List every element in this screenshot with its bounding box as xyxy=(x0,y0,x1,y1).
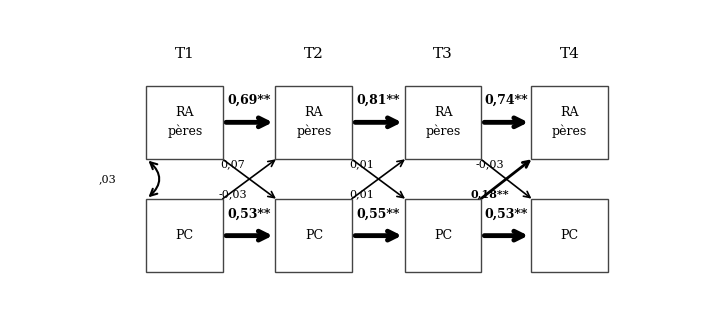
Text: 0,01: 0,01 xyxy=(350,159,374,169)
Text: PC: PC xyxy=(305,229,323,242)
FancyBboxPatch shape xyxy=(275,199,352,272)
FancyBboxPatch shape xyxy=(146,199,223,272)
Text: -0,03: -0,03 xyxy=(476,159,504,169)
Text: 0,74**: 0,74** xyxy=(484,94,528,107)
FancyBboxPatch shape xyxy=(531,199,608,272)
FancyBboxPatch shape xyxy=(275,86,352,159)
Text: 0,55**: 0,55** xyxy=(357,208,400,220)
Text: ,03: ,03 xyxy=(99,174,117,184)
Text: 0,81**: 0,81** xyxy=(357,94,400,107)
FancyBboxPatch shape xyxy=(405,199,481,272)
FancyBboxPatch shape xyxy=(531,86,608,159)
Text: 0,69**: 0,69** xyxy=(228,94,271,107)
Text: 0,53**: 0,53** xyxy=(228,208,271,220)
Text: T2: T2 xyxy=(304,47,324,61)
Text: 0,53**: 0,53** xyxy=(484,208,528,220)
Text: PC: PC xyxy=(560,229,579,242)
FancyBboxPatch shape xyxy=(146,86,223,159)
Text: -0,03: -0,03 xyxy=(218,189,247,199)
Text: 0,07: 0,07 xyxy=(220,159,245,169)
FancyBboxPatch shape xyxy=(405,86,481,159)
Text: RA
pères: RA pères xyxy=(167,107,202,138)
Text: 0,01: 0,01 xyxy=(350,189,374,199)
Text: PC: PC xyxy=(434,229,452,242)
Text: T1: T1 xyxy=(175,47,195,61)
Text: 0,18**: 0,18** xyxy=(471,189,509,199)
Text: PC: PC xyxy=(176,229,194,242)
Text: RA
pères: RA pères xyxy=(296,107,332,138)
Text: RA
pères: RA pères xyxy=(552,107,587,138)
Text: RA
pères: RA pères xyxy=(425,107,461,138)
Text: T3: T3 xyxy=(433,47,453,61)
Text: T4: T4 xyxy=(559,47,579,61)
